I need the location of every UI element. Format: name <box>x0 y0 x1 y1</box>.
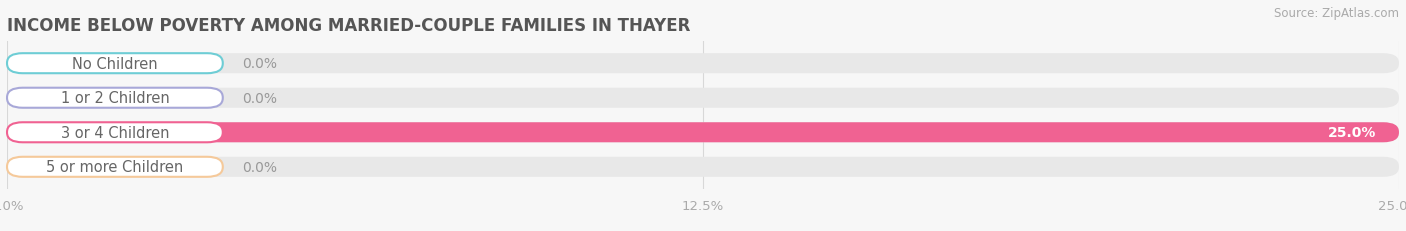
FancyBboxPatch shape <box>7 54 1399 74</box>
Text: 5 or more Children: 5 or more Children <box>46 160 184 175</box>
Text: INCOME BELOW POVERTY AMONG MARRIED-COUPLE FAMILIES IN THAYER: INCOME BELOW POVERTY AMONG MARRIED-COUPL… <box>7 17 690 34</box>
Text: 3 or 4 Children: 3 or 4 Children <box>60 125 169 140</box>
Text: 1 or 2 Children: 1 or 2 Children <box>60 91 169 106</box>
FancyBboxPatch shape <box>7 157 222 177</box>
Text: 25.0%: 25.0% <box>1329 126 1376 140</box>
FancyBboxPatch shape <box>7 88 222 108</box>
FancyBboxPatch shape <box>7 123 1399 143</box>
FancyBboxPatch shape <box>7 123 1399 143</box>
Text: 0.0%: 0.0% <box>242 91 277 105</box>
Text: No Children: No Children <box>72 56 157 71</box>
FancyBboxPatch shape <box>7 88 1399 108</box>
Text: 0.0%: 0.0% <box>242 57 277 71</box>
Text: Source: ZipAtlas.com: Source: ZipAtlas.com <box>1274 7 1399 20</box>
Text: 0.0%: 0.0% <box>242 160 277 174</box>
FancyBboxPatch shape <box>7 123 222 143</box>
FancyBboxPatch shape <box>7 157 1399 177</box>
FancyBboxPatch shape <box>7 54 222 74</box>
